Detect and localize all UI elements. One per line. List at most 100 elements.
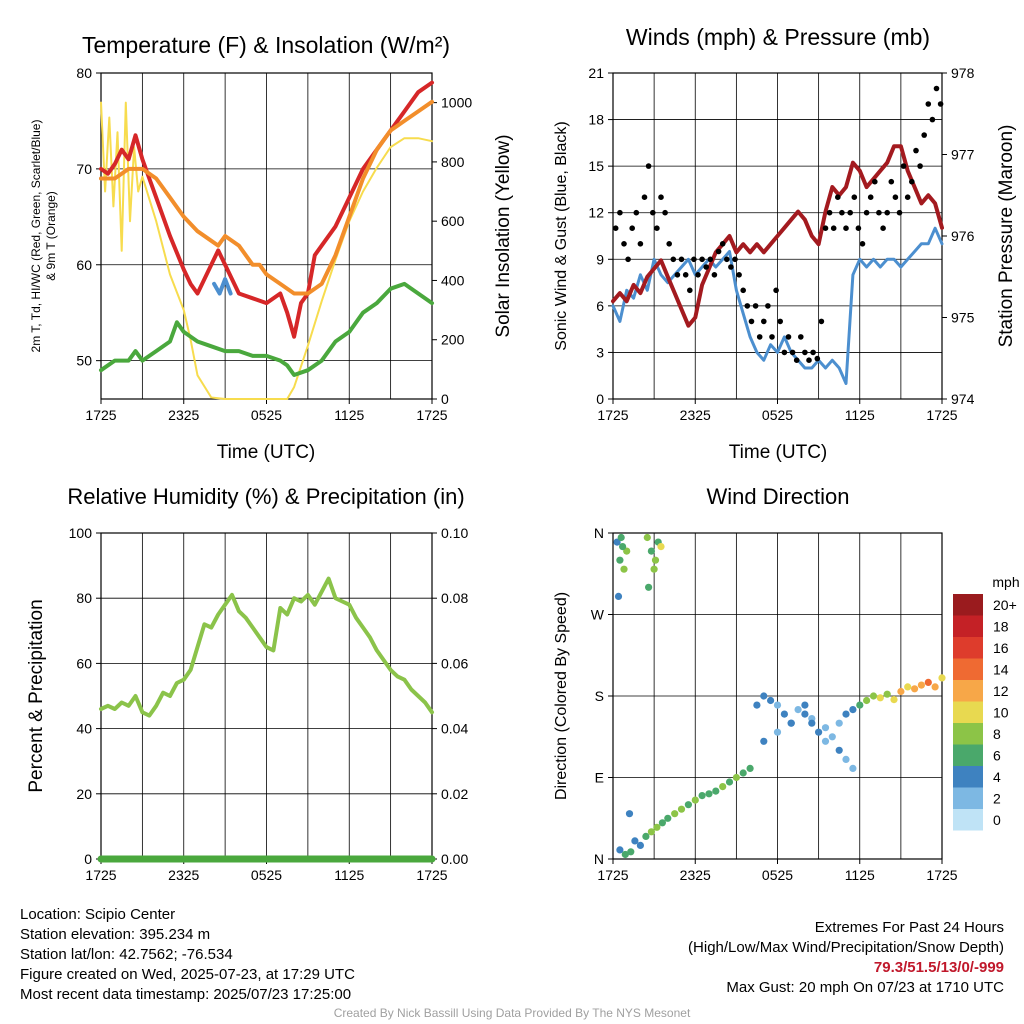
gust-point: [641, 194, 648, 200]
direction-point: [931, 683, 939, 691]
direction-point: [773, 701, 782, 709]
x-tick-label: 1725: [85, 407, 116, 423]
x-axis-label: Time (UTC): [217, 442, 316, 463]
y2-tick-label: 600: [441, 213, 465, 229]
direction-point: [876, 694, 884, 702]
direction-point: [911, 685, 919, 693]
direction-point: [617, 533, 625, 542]
gust-point: [814, 355, 821, 362]
x-tick-label: 1725: [416, 867, 447, 883]
y2-tick-label: 0.08: [441, 590, 468, 606]
legend-swatch: [953, 766, 983, 788]
x-axis-label: Time (UTC): [729, 442, 828, 463]
gust-point: [773, 287, 779, 294]
gust-point: [917, 163, 923, 169]
gust-point: [789, 349, 796, 356]
gust-point: [863, 209, 870, 216]
direction-point: [773, 728, 782, 736]
direction-point: [653, 823, 661, 831]
gust-point: [892, 194, 899, 200]
direction-point: [924, 678, 932, 687]
direction-point: [613, 538, 621, 546]
direction-point: [835, 719, 843, 727]
gust-point: [769, 334, 775, 340]
y-tick-label: E: [595, 770, 604, 786]
direction-point: [658, 819, 667, 827]
gust-point: [761, 318, 767, 325]
y-tick-label: 12: [588, 205, 604, 221]
gust-point: [695, 272, 701, 278]
gust-point: [654, 225, 660, 231]
y-tick-label: 9: [596, 251, 604, 267]
gust-point: [625, 256, 631, 263]
credit-text: Created By Nick Bassill Using Data Provi…: [333, 1006, 691, 1020]
direction-point: [631, 837, 639, 845]
legend-swatch: [953, 637, 983, 659]
gust-point: [851, 194, 858, 200]
elevation-text: Station elevation: 395.234 m: [20, 926, 211, 943]
y2-tick-label: 200: [441, 332, 465, 348]
temperature-insolation-panel: 1725 2325 0525 1125 172550607080020040060080…: [29, 32, 514, 463]
legend-swatch: [953, 594, 983, 616]
x-tick-label: 2325: [680, 407, 711, 423]
gust-point: [806, 357, 812, 364]
gust-point: [617, 209, 623, 216]
temperature-series-line-2: [99, 281, 434, 377]
y2-tick-label: 974: [951, 391, 975, 407]
gust-point: [662, 209, 668, 216]
gust-point: [711, 272, 718, 278]
direction-point: [849, 706, 857, 714]
y-tick-label: 18: [588, 112, 604, 128]
x-tick-label: 1725: [85, 867, 116, 883]
insolation-line: [100, 101, 433, 400]
direction-point: [801, 701, 809, 709]
y-tick-label: N: [594, 851, 604, 867]
gust-point: [740, 287, 746, 294]
gust-point: [933, 85, 940, 92]
direction-point: [842, 710, 850, 718]
gust-point: [798, 334, 804, 340]
direction-point: [684, 801, 693, 809]
legend-label: 4: [993, 769, 1001, 785]
x-tick-label: 1725: [416, 407, 447, 423]
gust-point: [678, 256, 685, 263]
x-tick-label: 1725: [597, 867, 628, 883]
gust-point: [884, 209, 890, 216]
gust-point: [896, 209, 903, 216]
direction-point: [904, 683, 912, 691]
direction-point: [849, 764, 857, 773]
gust-point: [699, 256, 705, 263]
direction-point: [739, 769, 747, 777]
extremes-values: 79.3/51.5/13/0/-999: [873, 959, 1004, 976]
y2-axis-label: Station Pressure (Maroon): [996, 125, 1017, 348]
gust-point: [658, 194, 664, 200]
direction-point: [627, 848, 635, 856]
gust-point: [793, 357, 800, 364]
y-tick-label: 50: [76, 353, 92, 369]
temperature-series-line-1: [99, 99, 434, 296]
direction-point: [619, 543, 627, 551]
legend-label: 20+: [993, 597, 1017, 613]
gust-point: [909, 178, 915, 185]
gust-point: [621, 241, 627, 247]
gust-point: [666, 241, 672, 247]
relative-humidity-line: [99, 576, 434, 718]
gust-point: [904, 194, 911, 200]
direction-point: [767, 696, 775, 705]
gust-point: [822, 225, 829, 231]
location-text: Location: Scipio Center: [20, 906, 176, 923]
y2-tick-label: 0.10: [441, 525, 468, 541]
gust-point: [756, 334, 763, 340]
legend-swatch: [953, 723, 983, 745]
gust-point: [880, 225, 886, 231]
legend-label: 18: [993, 618, 1009, 634]
gust-point: [744, 303, 751, 309]
legend-label: 10: [993, 704, 1009, 720]
gust-point: [719, 241, 726, 247]
y2-tick-label: 977: [951, 147, 975, 163]
direction-point: [842, 755, 850, 764]
gust-point: [724, 256, 730, 263]
direction-point: [616, 846, 624, 854]
y-tick-label: 3: [596, 344, 604, 360]
legend-swatch: [953, 680, 983, 702]
